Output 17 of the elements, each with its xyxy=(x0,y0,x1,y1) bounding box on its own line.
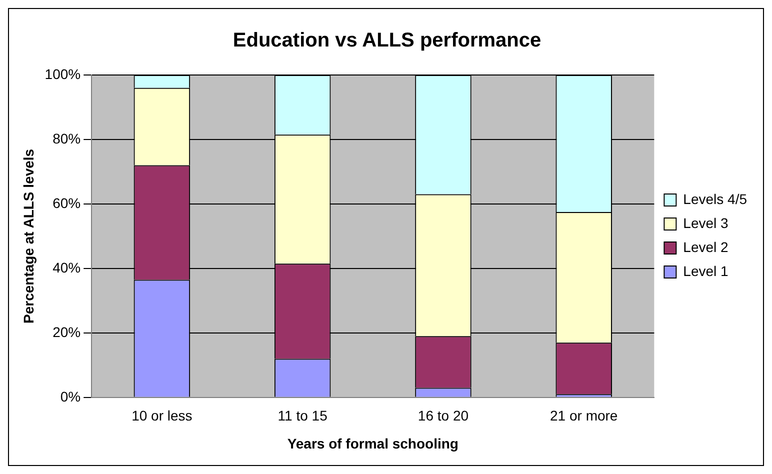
y-tick-label: 20% xyxy=(52,324,81,340)
x-tick-label: 11 to 15 xyxy=(278,408,328,424)
legend-label: Level 3 xyxy=(683,214,729,231)
x-tick-label: 10 or less xyxy=(132,408,192,424)
y-axis-title: Percentage at ALLS levels xyxy=(20,148,36,324)
chart-title: Education vs ALLS performance xyxy=(232,30,542,52)
legend-label: Level 2 xyxy=(683,238,729,255)
x-tick-label: 21 or more xyxy=(550,408,618,424)
y-tick-label: 0% xyxy=(60,388,81,404)
x-axis-title: Years of formal schooling xyxy=(287,435,458,452)
y-tick-label: 40% xyxy=(52,259,81,276)
legend-label: Levels 4/5 xyxy=(683,190,748,207)
y-tick-label: 100% xyxy=(44,66,81,82)
x-tick-label: 16 to 20 xyxy=(418,408,469,424)
legend-label: Level 1 xyxy=(683,262,729,279)
y-tick-label: 60% xyxy=(52,194,81,211)
y-tick-label: 80% xyxy=(52,130,81,146)
